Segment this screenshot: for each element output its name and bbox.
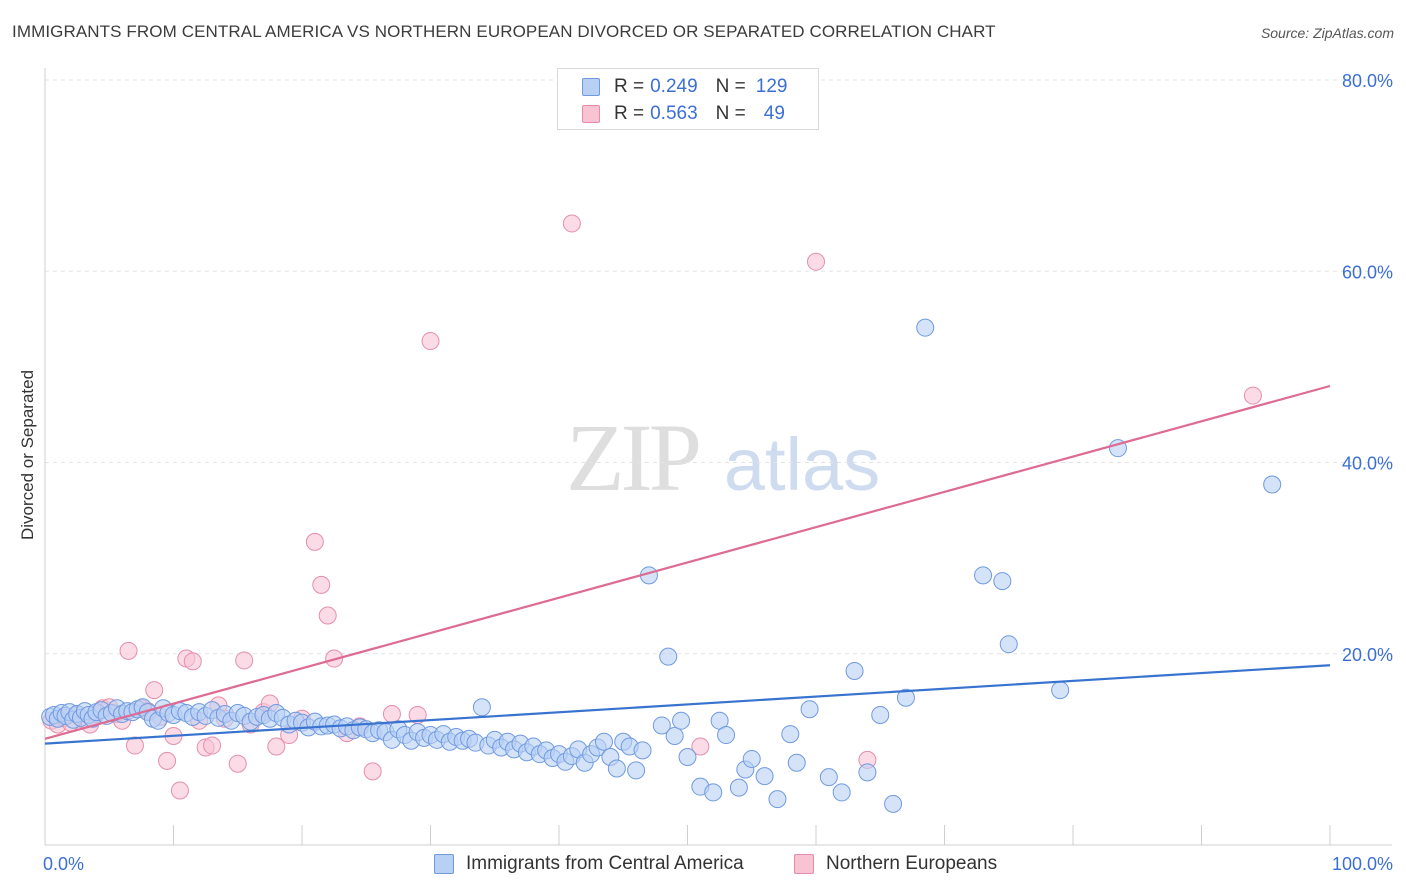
point-northern-europeans <box>1243 386 1262 405</box>
point-central-america <box>974 566 993 585</box>
point-northern-europeans <box>119 641 138 660</box>
legend-swatch-blue <box>582 78 600 96</box>
point-central-america <box>704 783 723 802</box>
trend-line-northern-europeans <box>44 384 1331 740</box>
bottom-legend-swatch-blue <box>434 854 454 874</box>
point-central-america <box>993 572 1012 591</box>
point-central-america <box>665 726 684 745</box>
y-axis-label: Divorced or Separated <box>18 369 37 541</box>
watermark-zip: ZIP <box>566 404 699 511</box>
x-tick-label: 0.0% <box>43 854 84 874</box>
point-northern-europeans <box>562 214 581 233</box>
point-northern-europeans <box>382 704 401 723</box>
legend-r-value: 0.249 <box>650 76 698 97</box>
point-central-america <box>832 783 851 802</box>
point-central-america <box>896 688 915 707</box>
point-central-america <box>594 732 613 751</box>
legend-box: R = 0.249 N = 129 R = 0.563 N = 49 <box>557 68 819 130</box>
legend-n-value: 129 <box>755 76 788 97</box>
point-northern-europeans <box>363 762 382 781</box>
axes <box>44 68 1392 846</box>
y-tick-label: 80.0% <box>1342 71 1393 91</box>
bottom-legend-label: Immigrants from Central America <box>466 853 744 874</box>
point-northern-europeans <box>183 652 202 671</box>
point-central-america <box>472 698 491 717</box>
point-northern-europeans <box>235 651 254 670</box>
point-northern-europeans <box>305 532 324 551</box>
point-central-america <box>659 647 678 666</box>
y-tick-label: 20.0% <box>1342 645 1393 665</box>
legend-n-label: N = <box>715 103 746 124</box>
central-america-points <box>41 318 1282 813</box>
y-tick-label: 40.0% <box>1342 454 1393 474</box>
point-central-america <box>652 716 671 735</box>
legend-n-label: N = <box>715 76 746 97</box>
point-central-america <box>672 711 691 730</box>
point-northern-europeans <box>807 252 825 271</box>
legend-r-value: 0.563 <box>650 103 698 124</box>
point-central-america <box>607 759 626 778</box>
point-central-america <box>633 741 652 760</box>
legend-row-central-america: R = 0.249 N = 129 <box>582 75 787 99</box>
point-central-america <box>916 318 935 337</box>
point-central-america <box>999 635 1018 654</box>
legend-swatch-pink <box>582 105 600 123</box>
point-central-america <box>627 761 646 780</box>
point-central-america <box>717 726 736 745</box>
x-tick-label: 100.0% <box>1332 854 1393 874</box>
point-northern-europeans <box>267 737 286 756</box>
bottom-legend-central-america: Immigrants from Central America <box>434 852 744 876</box>
trend-lines <box>44 384 1331 745</box>
point-central-america <box>787 753 806 772</box>
point-central-america <box>884 794 903 813</box>
point-northern-europeans <box>691 737 710 756</box>
bottom-legend-swatch-pink <box>794 854 814 874</box>
point-central-america <box>729 778 748 797</box>
point-northern-europeans <box>158 751 177 770</box>
point-central-america <box>858 763 877 782</box>
point-northern-europeans <box>318 606 337 625</box>
bottom-legend-label: Northern Europeans <box>826 853 998 874</box>
y-tick-label: 60.0% <box>1342 262 1393 282</box>
point-central-america <box>742 749 761 768</box>
watermark-atlas: atlas <box>724 423 880 506</box>
point-northern-europeans <box>145 681 164 700</box>
point-central-america <box>819 768 838 787</box>
source-label: Source: ZipAtlas.com <box>1260 25 1394 41</box>
legend-row-northern-europeans: R = 0.563 N = 49 <box>582 102 785 126</box>
point-central-america <box>768 790 787 809</box>
legend-n-value: 49 <box>763 103 785 124</box>
point-northern-europeans <box>312 575 331 594</box>
gridlines <box>45 79 1392 655</box>
point-northern-europeans <box>170 781 189 800</box>
point-central-america <box>755 767 774 786</box>
point-central-america <box>871 705 890 724</box>
point-central-america <box>845 661 864 680</box>
point-northern-europeans <box>421 332 440 351</box>
chart-title: IMMIGRANTS FROM CENTRAL AMERICA VS NORTH… <box>12 22 996 41</box>
point-central-america <box>781 725 800 744</box>
bottom-legend-northern-europeans: Northern Europeans <box>794 852 997 876</box>
point-central-america <box>1263 475 1282 494</box>
point-central-america <box>1051 681 1070 700</box>
point-northern-europeans <box>228 754 247 773</box>
legend-r-label: R = <box>614 103 645 124</box>
point-central-america <box>800 700 819 719</box>
tick-labels: 20.0% 40.0% 60.0% 80.0% 0.0% 100.0% <box>43 71 1393 874</box>
legend-r-label: R = <box>614 76 645 97</box>
watermark: ZIP atlas <box>566 404 880 511</box>
point-central-america <box>678 748 697 767</box>
trend-line-central-america <box>44 664 1331 745</box>
point-northern-europeans <box>203 736 222 755</box>
